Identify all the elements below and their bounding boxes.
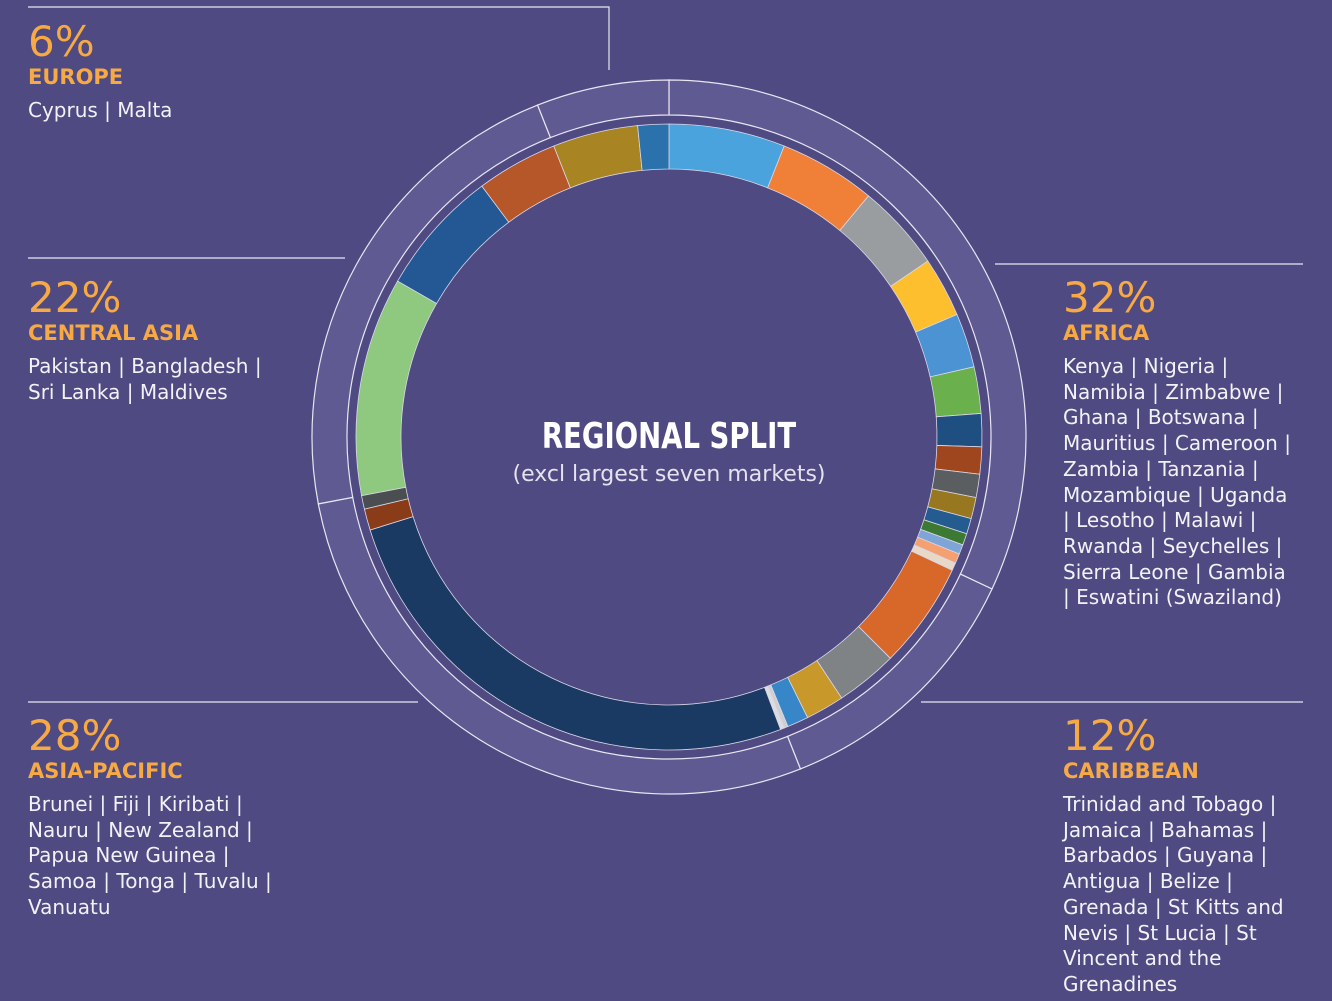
region-label: 12% CARIBBEAN Trinidad and Tobago | Jamaica… (1063, 714, 1284, 998)
region-label: 28% ASIA-PACIFIC Brunei | Fiji | Kiribati … (28, 714, 272, 921)
country-list: Cyprus | Malta (28, 98, 172, 124)
country-line: Brunei | Fiji | Kiribati | (28, 792, 243, 816)
country-list: Brunei | Fiji | Kiribati | Nauru | New Ze… (28, 792, 272, 921)
donut (311, 79, 1027, 795)
country-line: Barbados | Guyana | (1063, 843, 1268, 868)
country-line: | Lesotho | Malawi | (1063, 508, 1257, 533)
region-name: ASIA-PACIFIC (28, 759, 183, 783)
country-line: | Eswatini (Swaziland) (1063, 585, 1282, 610)
country-line: Jamaica | Bahamas | (1063, 817, 1268, 842)
country-line: Sierra Leone | Gambia (1063, 559, 1286, 584)
country-arc (369, 516, 782, 751)
country-line: Nauru | New Zealand | (28, 817, 253, 842)
region-percent: 32% (1063, 273, 1157, 322)
country-line: Grenada | St Kitts and (1063, 894, 1284, 919)
region-name: EUROPE (28, 65, 124, 89)
country-line: Mauritius | Cameroon | (1063, 431, 1291, 456)
country-line: Zambia | Tanzania | (1063, 456, 1259, 481)
country-list: Trinidad and Tobago | Jamaica | Bahamas |… (1063, 792, 1284, 998)
country-line: Antigua | Belize | (1063, 869, 1233, 894)
country-list: Kenya | Nigeria | Namibia | Zimbabwe | Gha… (1063, 354, 1291, 611)
leader-lines (28, 6, 1303, 703)
country-line: Nevis | St Lucia | St (1063, 920, 1257, 945)
leader-line (28, 6, 610, 70)
country-list: Pakistan | Bangladesh | Sri Lanka | Maldi… (28, 354, 262, 405)
region-percent: 6% (28, 17, 95, 66)
chart-subtitle: (excl largest seven markets) (512, 462, 826, 487)
region-name: AFRICA (1063, 321, 1150, 345)
country-line: Samoa | Tonga | Tuvalu | (28, 869, 272, 894)
country-arc (553, 125, 643, 189)
region-arc (536, 79, 670, 139)
country-line: Papua New Guinea | (28, 843, 230, 868)
region-label: 32% AFRICA Kenya | Nigeria | Namibia | Zimb… (1063, 276, 1291, 611)
country-line: Grenadines (1063, 971, 1178, 996)
country-arc (637, 123, 670, 171)
country-line: Kenya | Nigeria | (1063, 354, 1229, 378)
region-name: CENTRAL ASIA (28, 321, 199, 345)
country-line: Vanuatu (28, 894, 111, 919)
country-line: Sri Lanka | Maldives (28, 379, 228, 404)
region-label: 22% CENTRAL ASIA Pakistan | Bangladesh | Sr… (28, 276, 262, 405)
country-line: Cyprus | Malta (28, 98, 173, 122)
country-line: Mozambique | Uganda (1063, 482, 1288, 507)
country-line: Rwanda | Seychelles | (1063, 533, 1283, 558)
country-arc (668, 123, 785, 189)
region-percent: 22% (28, 273, 122, 322)
country-line: Namibia | Zimbabwe | (1063, 379, 1284, 404)
chart-title: REGIONAL SPLIT (541, 416, 797, 457)
country-line: Trinidad and Tobago | (1063, 792, 1277, 816)
region-label: 6% EUROPE Cyprus | Malta (28, 20, 172, 124)
country-line: Pakistan | Bangladesh | (28, 354, 262, 378)
region-percent: 12% (1063, 711, 1157, 760)
country-line: Ghana | Botswana | (1063, 405, 1259, 430)
region-name: CARIBBEAN (1063, 759, 1199, 783)
region-percent: 28% (28, 711, 122, 760)
country-arc (935, 412, 983, 448)
country-line: Vincent and the (1063, 946, 1222, 971)
